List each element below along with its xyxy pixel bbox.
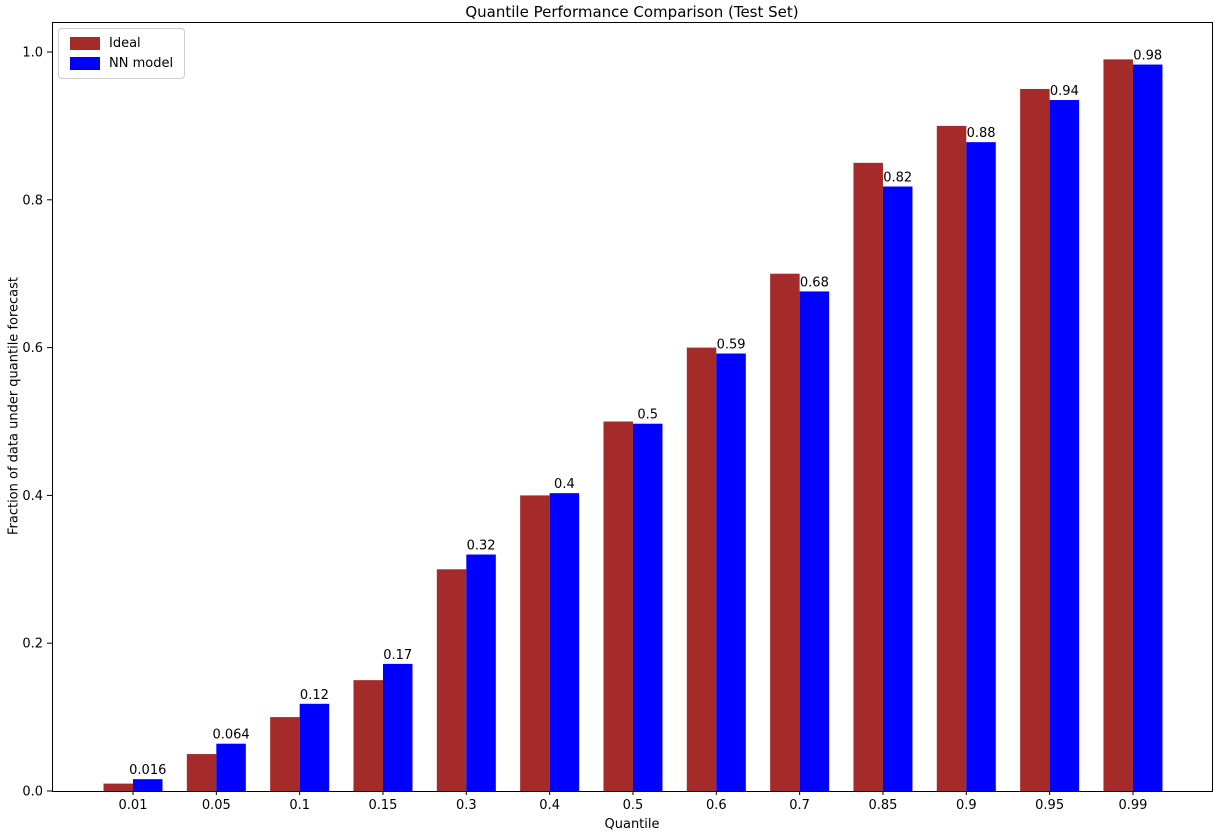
bar-value-label-0.5: 0.5	[637, 408, 658, 423]
legend-label-nn-model: NN model	[109, 56, 174, 71]
bar-nn-model-0.15	[382, 663, 413, 791]
y-tick-label-0.2: 0.2	[22, 637, 43, 652]
x-tick-label-0.99: 0.99	[1118, 798, 1147, 813]
legend: Ideal NN model	[58, 28, 186, 79]
bar-nn-model-0.4	[549, 493, 580, 791]
bar-nn-model-0.85	[882, 186, 913, 792]
x-axis-label: Quantile	[604, 817, 660, 832]
bar-ideal-0.85	[853, 162, 883, 792]
bar-ideal-0.5	[603, 421, 633, 791]
legend-swatch-nn-model-icon	[70, 57, 100, 70]
x-tick-label-0.05: 0.05	[202, 798, 231, 813]
x-tick-label-0.85: 0.85	[868, 798, 897, 813]
bar-nn-model-0.99	[1132, 64, 1163, 792]
bar-ideal-0.9	[936, 125, 967, 791]
bar-value-label-0.15: 0.17	[383, 648, 412, 663]
bar-value-label-0.4: 0.4	[554, 477, 575, 492]
x-tick-label-0.3: 0.3	[456, 798, 477, 813]
bar-nn-model-0.05	[216, 743, 246, 791]
bar-nn-model-0.3	[466, 554, 496, 791]
x-tick-label-0.9: 0.9	[956, 798, 977, 813]
bar-value-label-0.1: 0.12	[300, 688, 329, 703]
bar-ideal-0.4	[520, 495, 550, 791]
legend-item-nn-model: NN model	[70, 56, 173, 71]
bar-nn-model-0.5	[632, 423, 663, 791]
bar-nn-model-0.9	[966, 142, 996, 791]
y-tick-label-0.4: 0.4	[22, 489, 43, 504]
bar-value-label-0.01: 0.016	[129, 763, 166, 778]
bar-nn-model-0.01	[133, 779, 163, 791]
bar-ideal-0.15	[353, 680, 383, 791]
bar-ideal-0.95	[1020, 88, 1050, 791]
x-tick-label-0.1: 0.1	[289, 798, 310, 813]
bar-nn-model-0.1	[299, 703, 330, 791]
chart-title: Quantile Performance Comparison (Test Se…	[465, 3, 799, 21]
y-tick-label-0.0: 0.0	[22, 785, 43, 800]
legend-swatch-ideal-icon	[70, 37, 100, 50]
bar-value-label-0.05: 0.064	[212, 728, 249, 743]
x-tick-label-0.4: 0.4	[539, 798, 560, 813]
x-tick-label-0.15: 0.15	[369, 798, 398, 813]
bar-value-label-0.99: 0.98	[1133, 49, 1162, 64]
bar-ideal-0.6	[686, 347, 717, 791]
legend-item-ideal: Ideal	[70, 36, 173, 51]
bar-ideal-0.3	[436, 569, 467, 791]
bar-ideal-0.1	[270, 717, 300, 791]
bar-ideal-0.99	[1103, 59, 1133, 791]
y-tick-label-0.6: 0.6	[22, 341, 43, 356]
bar-value-label-0.85: 0.82	[883, 170, 912, 185]
y-tick-label-1.0: 1.0	[22, 46, 43, 61]
bar-value-label-0.7: 0.68	[800, 275, 829, 290]
bar-ideal-0.05	[186, 754, 217, 791]
bar-nn-model-0.95	[1049, 100, 1080, 791]
x-tick-label-0.7: 0.7	[789, 798, 810, 813]
y-tick-label-0.8: 0.8	[22, 193, 43, 208]
bar-nn-model-0.7	[799, 291, 830, 791]
bar-value-label-0.9: 0.88	[967, 126, 996, 141]
x-tick-label-0.01: 0.01	[119, 798, 148, 813]
bar-value-label-0.3: 0.32	[467, 539, 496, 554]
bar-ideal-0.7	[770, 273, 800, 791]
bar-value-label-0.95: 0.94	[1050, 84, 1079, 99]
x-tick-label-0.5: 0.5	[623, 798, 644, 813]
x-tick-label-0.95: 0.95	[1035, 798, 1064, 813]
x-tick-label-0.6: 0.6	[706, 798, 727, 813]
bar-ideal-0.01	[103, 783, 133, 791]
bar-value-label-0.6: 0.59	[717, 338, 746, 353]
bar-nn-model-0.6	[716, 353, 746, 791]
legend-label-ideal: Ideal	[109, 36, 141, 51]
